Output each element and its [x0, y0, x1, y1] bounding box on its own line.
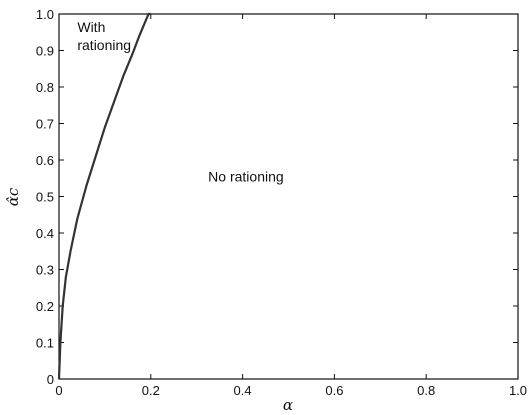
y-tick-label: 0.1: [36, 336, 54, 351]
y-tick-label: 0.2: [36, 299, 54, 314]
annotation-layer: With rationing No rationing: [77, 19, 283, 185]
y-tick-label: 0.9: [36, 44, 54, 59]
x-axis-label: α: [283, 396, 293, 414]
plot-frame: [58, 13, 519, 380]
x-tick-label: 1.0: [509, 383, 527, 398]
region-label: With: [77, 19, 105, 35]
region-label: rationing: [77, 37, 131, 53]
y-tick-label: 1.0: [36, 7, 54, 22]
x-tick-label: 0.8: [417, 383, 435, 398]
y-tick-label: 0.7: [36, 117, 54, 132]
y-tick-label: 0.3: [36, 263, 54, 278]
x-tick-label: 0.4: [234, 383, 252, 398]
y-tick-label: 0: [47, 372, 54, 387]
boundary-curve: [57, 12, 151, 380]
y-tick-label: 0.6: [36, 153, 54, 168]
x-tick-label: 0.2: [142, 383, 160, 398]
y-tick-label: 0.4: [36, 226, 54, 241]
y-tick-label: 0.8: [36, 80, 54, 95]
x-tick-label: 0.6: [325, 383, 343, 398]
y-axis-label: α̂c: [4, 187, 22, 206]
axis-ticks: 0 0.2 0.4 0.6 0.8 1.0 0 0.1 0.2 0.3 0.4 0.5 0.6 0.7 0.…: [36, 7, 527, 398]
region-label: No rationing: [208, 168, 283, 184]
series-layer: [57, 12, 151, 380]
x-tick-label: 0: [55, 383, 62, 398]
y-tick-label: 0.5: [36, 190, 54, 205]
